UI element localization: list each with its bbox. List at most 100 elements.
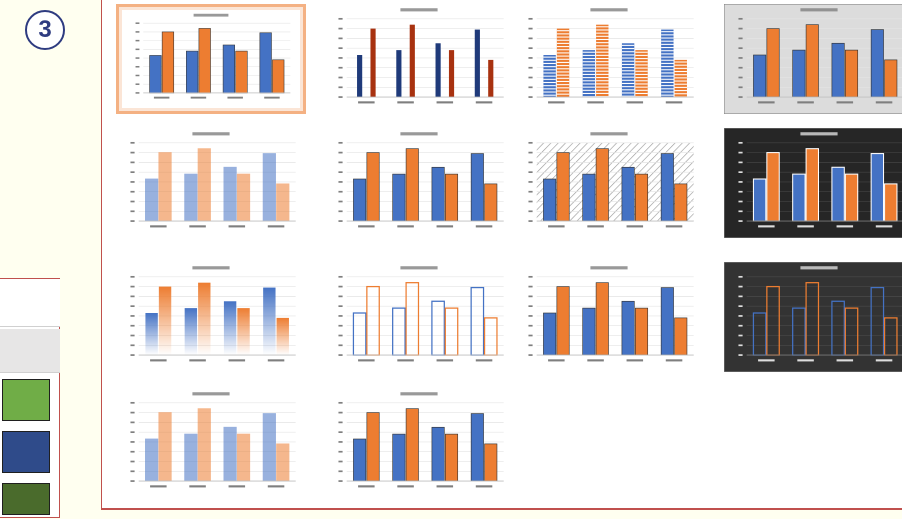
x-tick-label-placeholder — [758, 359, 775, 362]
bar-series1-cat3 — [223, 426, 237, 482]
bar-series1-cat4 — [263, 287, 276, 356]
x-tick-label-placeholder — [475, 359, 493, 362]
y-tick-mark — [528, 344, 533, 347]
chart-thumbnail — [116, 262, 306, 372]
x-tick-label-placeholder — [150, 225, 167, 228]
chart-title-placeholder — [400, 8, 438, 12]
y-tick-mark — [738, 354, 743, 356]
bar-series1-cat1 — [543, 178, 557, 222]
y-tick-mark — [130, 210, 135, 213]
bar-series2-cat4 — [276, 317, 289, 356]
chart-style-option-7[interactable] — [514, 128, 704, 238]
bar-series2-cat4 — [884, 59, 898, 98]
x-tick-label-placeholder — [836, 225, 854, 228]
chart-style-option-12[interactable] — [724, 262, 902, 372]
bar-series1-cat4 — [470, 153, 484, 222]
swatch-white[interactable] — [0, 279, 60, 327]
chart-style-option-5[interactable] — [116, 128, 306, 238]
y-tick-mark — [338, 344, 343, 347]
bar-series2-cat2 — [197, 408, 211, 482]
bar-series2-cat1 — [370, 28, 376, 98]
chart-thumbnail — [724, 4, 902, 114]
y-tick-mark — [338, 200, 343, 203]
y-tick-mark — [738, 141, 743, 144]
bar-series2-cat1 — [556, 286, 570, 356]
chart-style-option-11[interactable] — [514, 262, 704, 372]
y-tick-mark — [130, 181, 135, 183]
y-tick-mark — [338, 431, 343, 434]
y-tick-mark — [130, 161, 135, 164]
chart-style-option-1[interactable] — [116, 4, 306, 114]
y-tick-mark — [130, 220, 135, 222]
bar-series1-cat2 — [792, 49, 806, 98]
y-tick-mark — [738, 57, 743, 59]
y-tick-mark — [528, 324, 533, 327]
y-tick-mark — [338, 17, 343, 20]
bar-series1-cat2 — [392, 433, 406, 482]
bar-series2-cat1 — [766, 28, 780, 98]
y-tick-mark — [130, 151, 135, 154]
chart-title-placeholder — [800, 8, 838, 12]
chart-style-option-9[interactable] — [116, 262, 306, 372]
y-tick-mark — [130, 171, 135, 174]
y-tick-mark — [738, 151, 743, 154]
y-tick-mark — [338, 354, 343, 356]
y-tick-mark — [338, 220, 343, 222]
x-tick-label-placeholder — [150, 485, 167, 488]
bar-series1-cat1 — [543, 312, 557, 356]
swatch-chip — [2, 483, 50, 515]
y-tick-mark — [528, 47, 533, 50]
x-tick-label-placeholder — [436, 359, 454, 362]
y-tick-mark — [338, 460, 343, 463]
chart-style-option-4[interactable] — [724, 4, 902, 114]
chart-thumbnail — [116, 388, 306, 498]
y-tick-mark — [738, 86, 743, 89]
chart-style-option-10[interactable] — [324, 262, 514, 372]
y-tick-mark — [338, 96, 343, 98]
x-tick-label-placeholder — [836, 101, 854, 104]
chart-style-option-14[interactable] — [324, 388, 514, 498]
chart-title-placeholder — [192, 266, 230, 270]
bar-series1-cat2 — [392, 173, 406, 222]
y-tick-mark — [528, 285, 533, 288]
chart-style-option-8[interactable] — [724, 128, 902, 238]
y-tick-mark — [338, 161, 343, 164]
y-tick-mark — [528, 210, 533, 213]
chart-title-placeholder — [800, 132, 838, 136]
swatch-chip — [2, 379, 50, 421]
y-tick-mark — [738, 190, 743, 193]
y-tick-mark — [738, 295, 743, 298]
bar-series2-cat4 — [484, 183, 498, 222]
swatch-green[interactable] — [0, 375, 60, 425]
y-tick-mark — [528, 305, 533, 308]
chart-style-option-6[interactable] — [324, 128, 514, 238]
bar-series1-cat2 — [184, 308, 198, 356]
bar-series1-cat1 — [752, 178, 767, 222]
x-tick-label-placeholder — [358, 101, 375, 104]
y-tick-mark — [135, 92, 140, 94]
y-tick-mark — [738, 27, 743, 30]
chart-style-option-13[interactable] — [116, 388, 306, 498]
swatch-dark-blue[interactable] — [0, 427, 60, 477]
y-tick-mark — [130, 431, 135, 434]
y-tick-mark — [338, 37, 343, 40]
x-tick-label-placeholder — [797, 359, 814, 362]
y-tick-mark — [738, 66, 743, 69]
swatch-dark-green[interactable] — [0, 479, 60, 519]
chart-style-option-2[interactable] — [324, 4, 514, 114]
x-tick-label-placeholder — [228, 485, 246, 488]
y-tick-mark — [338, 334, 343, 337]
swatch-light-gray[interactable] — [0, 329, 60, 373]
chart-thumbnail — [324, 388, 514, 498]
y-tick-mark — [338, 57, 343, 59]
bar-series1-cat1 — [145, 313, 158, 356]
y-tick-mark — [528, 151, 533, 154]
y-tick-mark — [528, 17, 533, 20]
y-tick-mark — [338, 470, 343, 473]
y-tick-mark — [338, 480, 343, 482]
chart-style-option-3[interactable] — [514, 4, 704, 114]
chart-thumbnail — [116, 128, 306, 238]
y-tick-mark — [528, 334, 533, 337]
x-tick-label-placeholder — [264, 96, 280, 99]
swatch-chip — [2, 431, 50, 473]
